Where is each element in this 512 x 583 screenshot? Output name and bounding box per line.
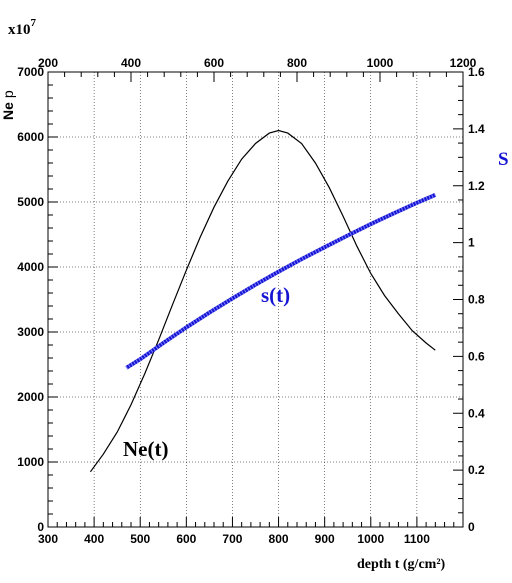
y-left-tick-label: 2000 [17, 390, 44, 404]
multiplier-label: x107 [8, 17, 37, 38]
x-bottom-tick-label: 300 [38, 532, 58, 546]
x-bottom-tick-label: 900 [315, 532, 335, 546]
series-layer [89, 129, 437, 473]
y-right-axis-label: S [498, 149, 509, 170]
plot-frame [47, 71, 464, 528]
x-bottom-tick-label: 500 [130, 532, 150, 546]
x-bottom-tick-label: 600 [176, 532, 196, 546]
x-top-tick-label: 1000 [367, 56, 394, 70]
series-label-s: s(t) [261, 283, 290, 307]
y-right-tick-label: 1.4 [468, 122, 485, 136]
y-right-tick-label: 0.8 [468, 293, 485, 307]
y-right-tick-label: 0.2 [468, 463, 485, 477]
y-left-axis-suffix: p [0, 90, 16, 98]
x-top-tick-label: 800 [287, 56, 307, 70]
y-left-tick-label: 0 [37, 520, 44, 534]
series-line-s-texture [125, 193, 437, 370]
series-line-s [125, 193, 437, 370]
y-right-tick-label: 1.6 [468, 65, 485, 79]
y-right-tick-label: 1 [468, 236, 475, 250]
y-left-tick-label: 4000 [17, 260, 44, 274]
y-left-axis-title: Ne p [0, 90, 16, 120]
x-bottom-tick-label: 1000 [357, 532, 384, 546]
y-right-tick-label: 0.6 [468, 349, 485, 363]
y-right-tick-label: 1.2 [468, 179, 485, 193]
y-left-axis-label: Ne [0, 102, 16, 120]
ticks-layer [47, 71, 464, 528]
x-bottom-tick-label: 400 [84, 532, 104, 546]
y-left-tick-label: 6000 [17, 130, 44, 144]
y-left-tick-label: 5000 [17, 195, 44, 209]
y-left-tick-label: 1000 [17, 455, 44, 469]
x-top-tick-label: 1200 [450, 56, 477, 70]
x-bottom-tick-label: 1100 [404, 532, 430, 546]
grid-layer [48, 72, 463, 527]
series-label-ne: Ne(t) [123, 437, 168, 461]
labels-layer: 300 400 500 600 700 800 900 1000 1100 200 400 600 80… [17, 56, 485, 546]
x-top-tick-label: 200 [38, 56, 58, 70]
x-bottom-tick-label: 800 [269, 532, 289, 546]
x-bottom-tick-label: 700 [222, 532, 242, 546]
y-left-tick-label: 3000 [17, 325, 44, 339]
x-top-tick-label: 600 [204, 56, 224, 70]
y-right-tick-label: 0 [468, 520, 475, 534]
y-right-tick-label: 0.4 [468, 406, 485, 420]
svg-text:Nep: Ne p [0, 90, 16, 120]
series-line-ne [89, 129, 436, 473]
x-top-tick-label: 400 [121, 56, 141, 70]
x-bottom-axis-label: depth t (g/cm²) [357, 557, 446, 572]
y-left-tick-label: 7000 [17, 65, 44, 79]
